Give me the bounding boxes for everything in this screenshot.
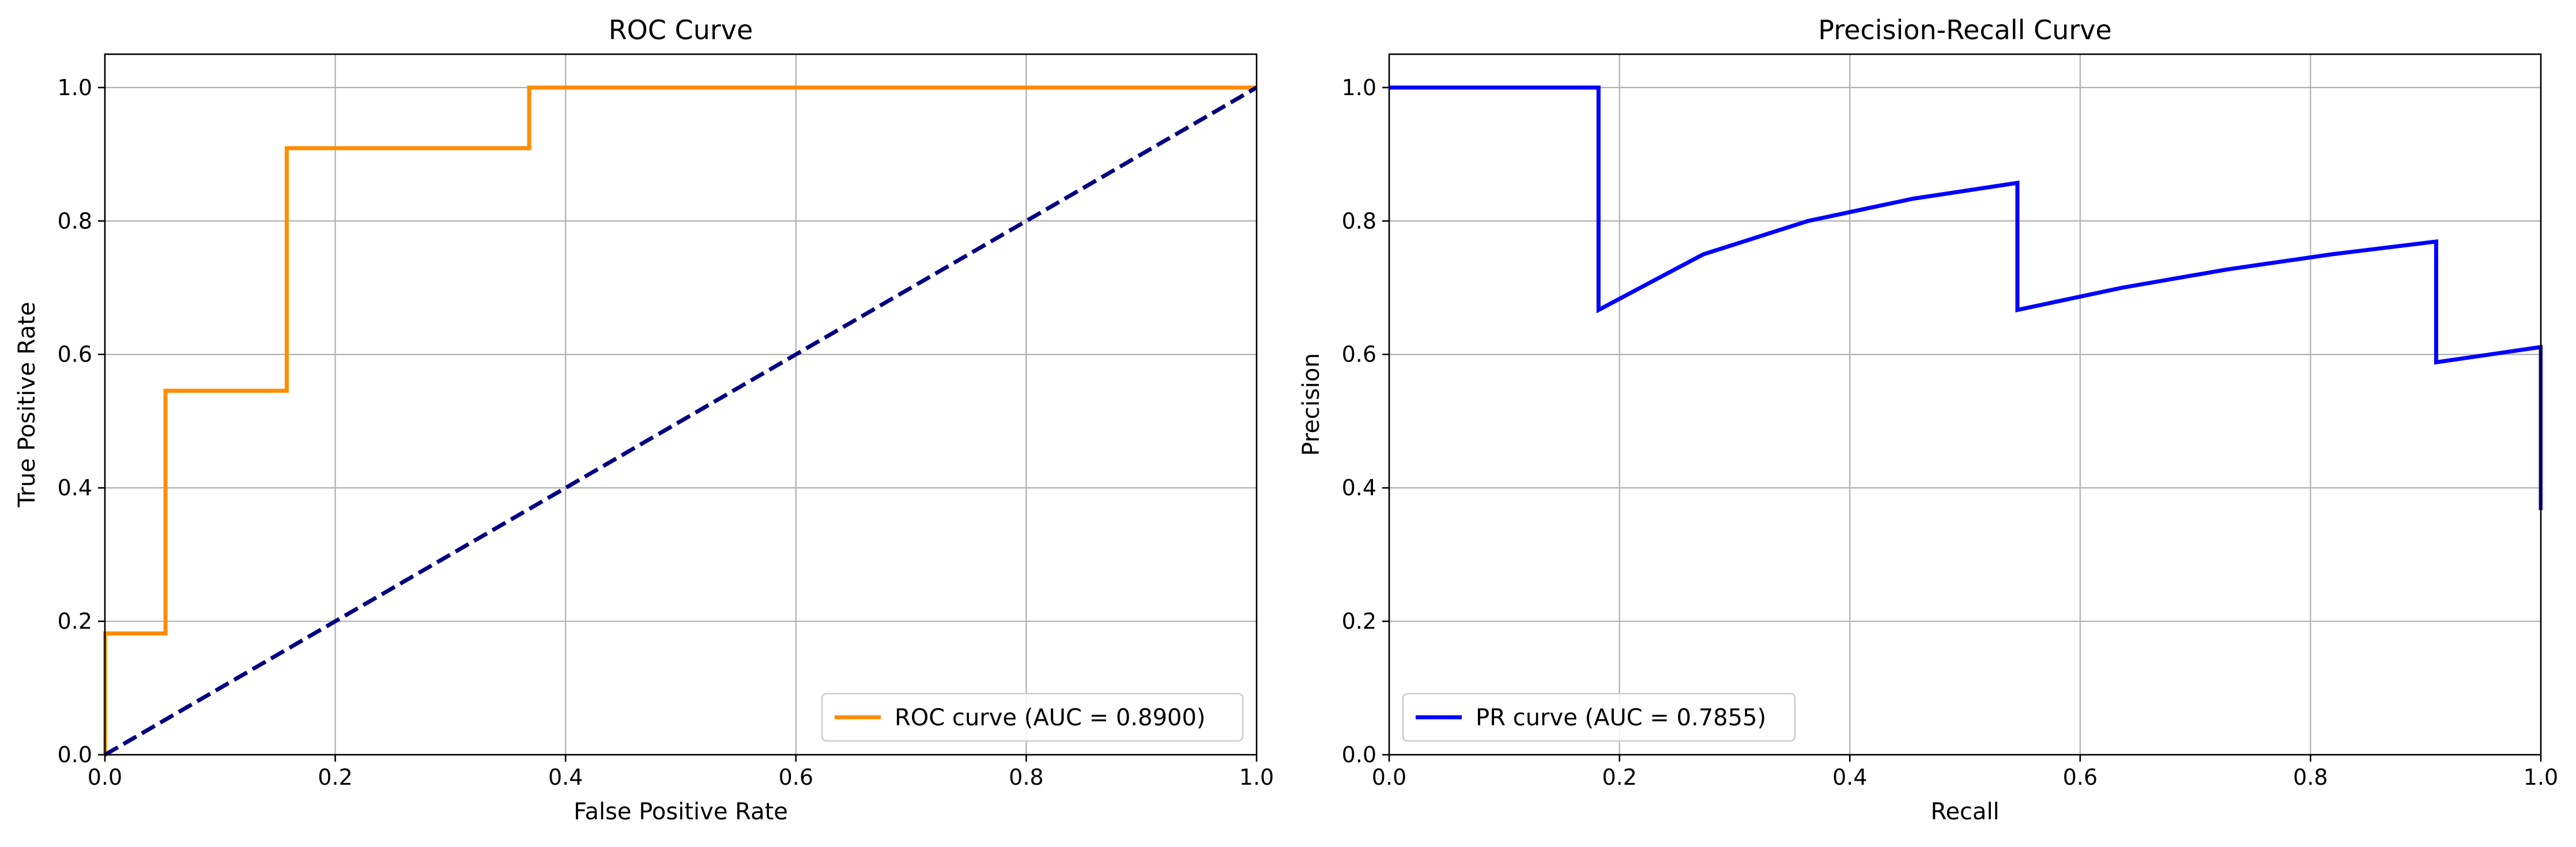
y-tick-label: 0.0 bbox=[58, 742, 92, 767]
series-line-1 bbox=[1389, 85, 2543, 510]
axes-frame bbox=[1388, 53, 2542, 756]
y-tick-label: 0.4 bbox=[1342, 475, 1376, 500]
series-line-1 bbox=[103, 85, 1257, 755]
y-tick-label: 0.2 bbox=[1342, 609, 1376, 634]
y-tick-label: 1.0 bbox=[1342, 75, 1376, 100]
y-tick-label: 0.6 bbox=[58, 342, 92, 367]
legend-label: ROC curve (AUC = 0.8900) bbox=[895, 705, 1205, 731]
x-tick-label: 0.0 bbox=[88, 765, 122, 790]
axes-frame bbox=[104, 53, 1258, 756]
plot-area bbox=[105, 54, 1257, 755]
x-tick-label: 0.8 bbox=[1009, 765, 1043, 790]
y-tick-label: 0.8 bbox=[1342, 208, 1376, 234]
chart-title: ROC Curve bbox=[609, 14, 753, 46]
x-tick-label: 1.0 bbox=[2524, 765, 2558, 790]
y-axis-label: Precision bbox=[1298, 353, 1325, 456]
chart-title: Precision-Recall Curve bbox=[1818, 14, 2111, 46]
legend-box bbox=[1402, 692, 1796, 742]
y-tick-label: 0.0 bbox=[1342, 742, 1376, 767]
x-tick-label: 0.2 bbox=[318, 765, 352, 790]
x-tick-label: 0.4 bbox=[1832, 765, 1867, 790]
y-tick-label: 0.2 bbox=[58, 609, 92, 634]
legend: ROC curve (AUC = 0.8900) bbox=[821, 692, 1244, 742]
y-tick-label: 1.0 bbox=[58, 75, 92, 100]
x-axis-label: False Positive Rate bbox=[574, 799, 788, 825]
x-tick-label: 1.0 bbox=[1239, 765, 1274, 790]
x-tick-label: 0.6 bbox=[2063, 765, 2098, 790]
x-axis-label: Recall bbox=[1930, 799, 1999, 825]
y-tick-label: 0.4 bbox=[58, 475, 92, 500]
legend-label: PR curve (AUC = 0.7855) bbox=[1476, 705, 1766, 731]
y-tick-label: 0.6 bbox=[1342, 342, 1376, 367]
chart-panel-2: 0.0 0.2 0.4 0.6 0.8 1.0 0.0 0.2 0.4 0.6 0.8 1.0 Prec… bbox=[1298, 14, 2558, 825]
x-tick-label: 0.8 bbox=[2293, 765, 2328, 790]
x-tick-label: 0.2 bbox=[1602, 765, 1636, 790]
chance-diagonal-line bbox=[104, 85, 1258, 756]
chart-panel-1: 0.0 0.2 0.4 0.6 0.8 1.0 0.0 0.2 0.4 0.6 0.8 1.0 ROC … bbox=[14, 14, 1274, 825]
plot-area bbox=[1389, 54, 2541, 755]
y-axis-label: True Positive Rate bbox=[14, 302, 40, 507]
x-tick-label: 0.4 bbox=[548, 765, 583, 790]
x-tick-label: 0.0 bbox=[1372, 765, 1406, 790]
x-tick-label: 0.6 bbox=[779, 765, 813, 790]
y-tick-label: 0.8 bbox=[58, 208, 92, 234]
legend-box bbox=[821, 692, 1244, 742]
legend: PR curve (AUC = 0.7855) bbox=[1402, 692, 1796, 742]
